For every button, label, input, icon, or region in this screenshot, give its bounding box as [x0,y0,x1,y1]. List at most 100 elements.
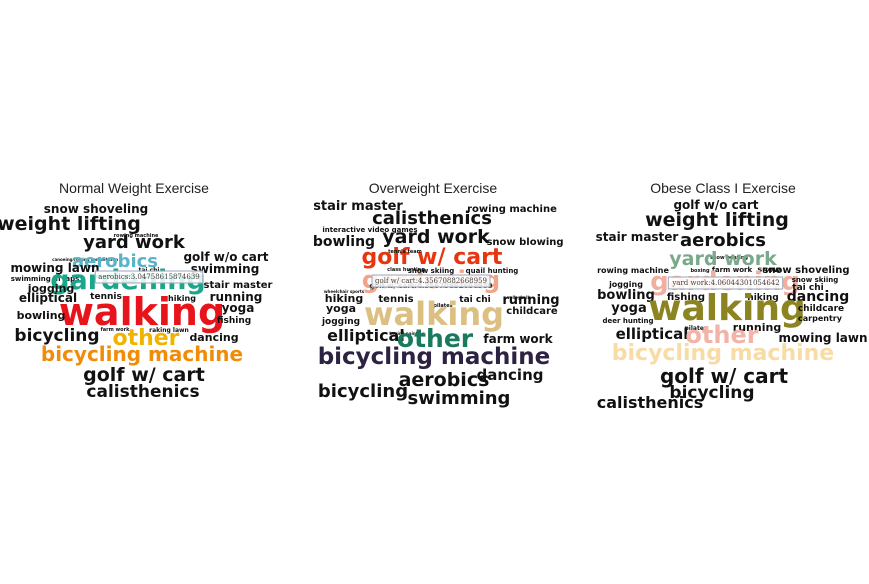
word-fishing[interactable]: fishing [667,292,705,303]
word-rowing-machine[interactable]: rowing machine [597,266,669,275]
word-walking[interactable]: walking [364,295,504,333]
word-elliptical[interactable]: elliptical [19,291,77,305]
word-calisthenics[interactable]: calisthenics [597,393,704,412]
panel-overweight: Overweight Exercise stair master rowing m… [298,175,568,425]
tooltip-box [94,270,204,284]
word-bicycling-machine[interactable]: bicycling machine [318,344,551,370]
word-bicycling-machine[interactable]: bicycling machine [41,342,243,366]
word-wheelchair-sports[interactable]: wheelchair sports [324,289,365,294]
word-jogging[interactable]: jogging [321,317,360,327]
word-boxing-painting[interactable]: boxing painting [389,331,425,336]
word-snow-boating[interactable]: snow boating [710,255,748,261]
word-snow-shoveling[interactable]: snow shoveling [44,202,148,216]
word-pilates[interactable]: pilates [685,325,708,332]
word-stair-master[interactable]: stair master [313,199,403,214]
word-snow-blowing[interactable]: snow blowing [486,237,563,248]
word-stair-master[interactable]: stair master [204,280,273,291]
word-childcare[interactable]: childcare [506,306,558,317]
word-childcare[interactable]: childcare [798,304,844,314]
word-bicycling[interactable]: bicycling [14,326,99,346]
word-dancing[interactable]: dancing [787,289,850,305]
word-farm-work[interactable]: farm work [712,266,753,274]
word-walking[interactable]: walking [59,290,225,334]
tooltip-box [371,274,491,288]
word-interactive-video-games[interactable]: interactive video games [322,226,417,234]
word-mowing-lawn[interactable]: mowing lawn [10,261,99,275]
word-swimming-in-laps[interactable]: swimming in laps [11,275,80,283]
word-other[interactable]: other [685,321,758,349]
word-farm-work[interactable]: farm work [483,332,553,346]
word-boxing[interactable]: boxing [690,268,710,274]
word-bicycling[interactable]: bicycling [669,383,754,403]
word-hiking[interactable]: hiking [168,294,196,303]
word-stair-master[interactable]: stair master [596,230,679,244]
word-snow-skiing[interactable]: snow skiing [792,276,838,284]
word-running[interactable]: running [210,290,263,304]
word-walking[interactable]: walking [648,288,806,329]
word-rowing-machine[interactable]: rowing machine [114,233,159,239]
word-weight-lifting[interactable]: weight lifting [645,209,789,231]
word-jogging[interactable]: jogging [608,280,643,289]
word-rowing-machine[interactable]: rowing machine [467,204,557,215]
word-tai-chi[interactable]: tai chi [792,283,823,293]
word-aerobics[interactable]: aerobics [399,369,490,391]
word-aerobics[interactable]: aerobics [680,230,766,251]
word-golf-w-cart[interactable]: golf w/ cart [83,364,205,386]
word-yoga[interactable]: yoga [326,302,356,315]
word-bicycling[interactable]: bicycling [318,381,408,402]
word-elliptical[interactable]: elliptical [616,325,689,343]
word-other[interactable]: other [397,324,474,353]
word-bowling[interactable]: bowling [17,309,66,322]
word-yard-work[interactable]: yard work [382,226,490,248]
tooltip-box [667,276,784,290]
word-running[interactable]: running [733,321,781,334]
word-golf-w-o-cart[interactable]: golf w/o cart [673,198,758,212]
word-hiking[interactable]: hiking [325,292,363,305]
word-dancing[interactable]: dancing [477,366,544,384]
word-yoga[interactable]: yoga [222,301,255,315]
word-snow-shoveling[interactable]: snow shoveling [762,265,849,276]
word-deer-hunting[interactable]: deer hunting [602,317,653,325]
word-yoga[interactable]: yoga [611,301,646,316]
word-farm-work[interactable]: farm work [101,327,130,333]
word-calisthenics[interactable]: calisthenics [86,382,199,402]
word-aerobics[interactable]: aerobics [72,251,158,272]
word-swimming[interactable]: swimming [408,388,511,409]
chart-title: Obese Class I Exercise [650,180,796,196]
word-weight-lifting[interactable]: weight lifting [0,213,141,235]
word-snow[interactable]: snow [757,265,781,274]
word-raking-lawn[interactable]: raking lawn [149,327,189,334]
word-bowling[interactable]: bowling [313,234,375,250]
word-mowing-lawn[interactable]: mowing lawn [778,331,867,345]
word-bowling[interactable]: bowling [597,288,655,303]
word-calisthenics[interactable]: calisthenics [372,208,492,229]
word-swimming[interactable]: swimming [191,262,260,276]
word-running[interactable]: running [502,293,559,308]
word-quail-hunting[interactable]: quail hunting [466,267,519,275]
word-fishing[interactable]: fishing [217,316,251,326]
word-pilates[interactable]: pilates [433,303,452,309]
word-other[interactable]: other [112,326,179,351]
word-golf-w-o-cart[interactable]: golf w/o cart [183,250,268,264]
word-elliptical[interactable]: elliptical [327,326,405,345]
tooltip-text: golf w/ cart:4.35670882668959 [375,277,487,285]
word-jogging[interactable]: jogging [27,282,75,295]
word-tennis-team[interactable]: tennis team [388,249,422,255]
word-snow-skiing[interactable]: snow skiing [408,267,454,275]
word-bicycling-machine[interactable]: bicycling machine [612,341,834,366]
word-dancing[interactable]: dancing [189,331,238,344]
word-tennis[interactable]: tennis [378,294,413,305]
word-carpentry[interactable]: carpentry [798,314,843,323]
word-tai-chi[interactable]: tai chi [459,295,490,305]
word-canoeing-rowing-competition[interactable]: canoeing/rowing competition [52,257,118,262]
word-volleyball[interactable]: volleyball [507,295,529,300]
word-yard-work[interactable]: yard work [669,248,777,270]
word-hiking[interactable]: hiking [747,293,778,303]
word-yard-work[interactable]: yard work [83,232,186,253]
word-tennis[interactable]: tennis [90,292,122,302]
word-class-hunting[interactable]: class hunting [387,267,425,273]
word-golf-w-cart[interactable]: golf w/ cart [362,245,503,270]
word-golf-w-cart[interactable]: golf w/ cart [660,364,789,388]
